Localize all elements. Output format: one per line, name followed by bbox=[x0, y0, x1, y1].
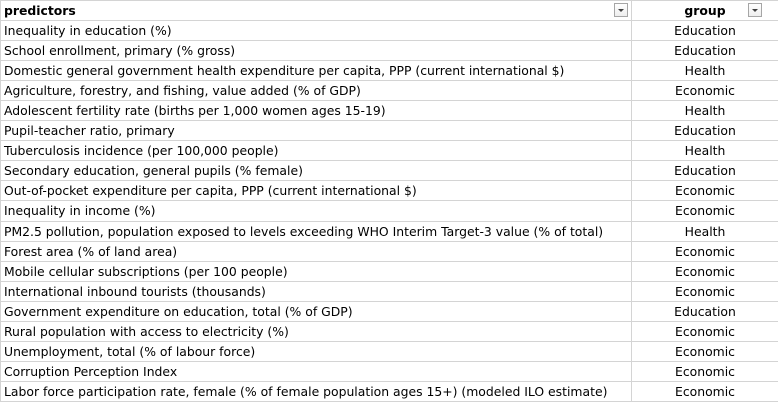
predictor-cell[interactable]: Out-of-pocket expenditure per capita, PP… bbox=[0, 180, 632, 202]
group-cell[interactable]: Health bbox=[631, 140, 778, 162]
table-row: Government expenditure on education, tot… bbox=[0, 301, 778, 322]
group-cell[interactable]: Economic bbox=[631, 200, 778, 222]
table-row: PM2.5 pollution, population exposed to l… bbox=[0, 221, 778, 242]
table-row: Forest area (% of land area) Economic bbox=[0, 241, 778, 262]
predictor-cell[interactable]: Tuberculosis incidence (per 100,000 peop… bbox=[0, 140, 632, 162]
predictor-cell[interactable]: Rural population with access to electric… bbox=[0, 321, 632, 342]
table-row: Tuberculosis incidence (per 100,000 peop… bbox=[0, 140, 778, 162]
predictor-cell[interactable]: Secondary education, general pupils (% f… bbox=[0, 160, 632, 182]
group-cell[interactable]: Education bbox=[631, 20, 778, 42]
predictor-cell[interactable]: Adolescent fertility rate (births per 1,… bbox=[0, 100, 632, 122]
predictor-cell[interactable]: Forest area (% of land area) bbox=[0, 241, 632, 262]
group-cell[interactable]: Economic bbox=[631, 341, 778, 362]
predictor-cell[interactable]: Mobile cellular subscriptions (per 100 p… bbox=[0, 261, 632, 282]
group-cell[interactable]: Economic bbox=[631, 281, 778, 302]
table-row: School enrollment, primary (% gross) Educ… bbox=[0, 40, 778, 62]
predictor-cell[interactable]: Unemployment, total (% of labour force) bbox=[0, 341, 632, 362]
group-cell[interactable]: Education bbox=[631, 40, 778, 62]
filter-dropdown-icon[interactable] bbox=[614, 3, 628, 17]
group-cell[interactable]: Health bbox=[631, 221, 778, 242]
table-row: Labor force participation rate, female (… bbox=[0, 381, 778, 402]
group-cell[interactable]: Education bbox=[631, 301, 778, 322]
group-cell[interactable]: Economic bbox=[631, 261, 778, 282]
header-cell-predictors[interactable]: predictors bbox=[0, 0, 632, 22]
group-cell[interactable]: Economic bbox=[631, 180, 778, 202]
group-cell[interactable]: Education bbox=[631, 160, 778, 182]
predictor-cell[interactable]: Labor force participation rate, female (… bbox=[0, 381, 632, 402]
predictor-cell[interactable]: Corruption Perception Index bbox=[0, 361, 632, 382]
predictor-cell[interactable]: Inequality in education (%) bbox=[0, 20, 632, 42]
predictor-cell[interactable]: Agriculture, forestry, and fishing, valu… bbox=[0, 80, 632, 102]
group-cell[interactable]: Economic bbox=[631, 381, 778, 402]
group-cell[interactable]: Health bbox=[631, 60, 778, 82]
predictor-cell[interactable]: Government expenditure on education, tot… bbox=[0, 301, 632, 322]
group-cell[interactable]: Economic bbox=[631, 241, 778, 262]
group-cell[interactable]: Health bbox=[631, 100, 778, 122]
predictor-cell[interactable]: Domestic general government health expen… bbox=[0, 60, 632, 82]
header-row: predictors group bbox=[0, 0, 778, 22]
table-row: Inequality in income (%) Economic bbox=[0, 200, 778, 222]
table-row: Adolescent fertility rate (births per 1,… bbox=[0, 100, 778, 122]
table-row: Pupil-teacher ratio, primary Education bbox=[0, 120, 778, 142]
predictor-cell[interactable]: Pupil-teacher ratio, primary bbox=[0, 120, 632, 142]
predictor-cell[interactable]: School enrollment, primary (% gross) bbox=[0, 40, 632, 62]
predictor-cell[interactable]: Inequality in income (%) bbox=[0, 200, 632, 222]
table-row: Agriculture, forestry, and fishing, valu… bbox=[0, 80, 778, 102]
group-cell[interactable]: Economic bbox=[631, 80, 778, 102]
filter-dropdown-icon[interactable] bbox=[748, 3, 762, 17]
table-row: Mobile cellular subscriptions (per 100 p… bbox=[0, 261, 778, 282]
header-cell-group[interactable]: group bbox=[631, 0, 778, 22]
table-row: Inequality in education (%) Education bbox=[0, 20, 778, 42]
header-label-group: group bbox=[684, 3, 726, 19]
table-row: Secondary education, general pupils (% f… bbox=[0, 160, 778, 182]
table-row: Corruption Perception Index Economic bbox=[0, 361, 778, 382]
table-row: International inbound tourists (thousand… bbox=[0, 281, 778, 302]
group-cell[interactable]: Economic bbox=[631, 321, 778, 342]
header-label-predictors: predictors bbox=[4, 3, 76, 19]
predictor-cell[interactable]: PM2.5 pollution, population exposed to l… bbox=[0, 221, 632, 242]
predictor-cell[interactable]: International inbound tourists (thousand… bbox=[0, 281, 632, 302]
table-row: Out-of-pocket expenditure per capita, PP… bbox=[0, 180, 778, 202]
table-row: Unemployment, total (% of labour force) E… bbox=[0, 341, 778, 362]
table-row: Rural population with access to electric… bbox=[0, 321, 778, 342]
group-cell[interactable]: Economic bbox=[631, 361, 778, 382]
table-row: Domestic general government health expen… bbox=[0, 60, 778, 82]
group-cell[interactable]: Education bbox=[631, 120, 778, 142]
